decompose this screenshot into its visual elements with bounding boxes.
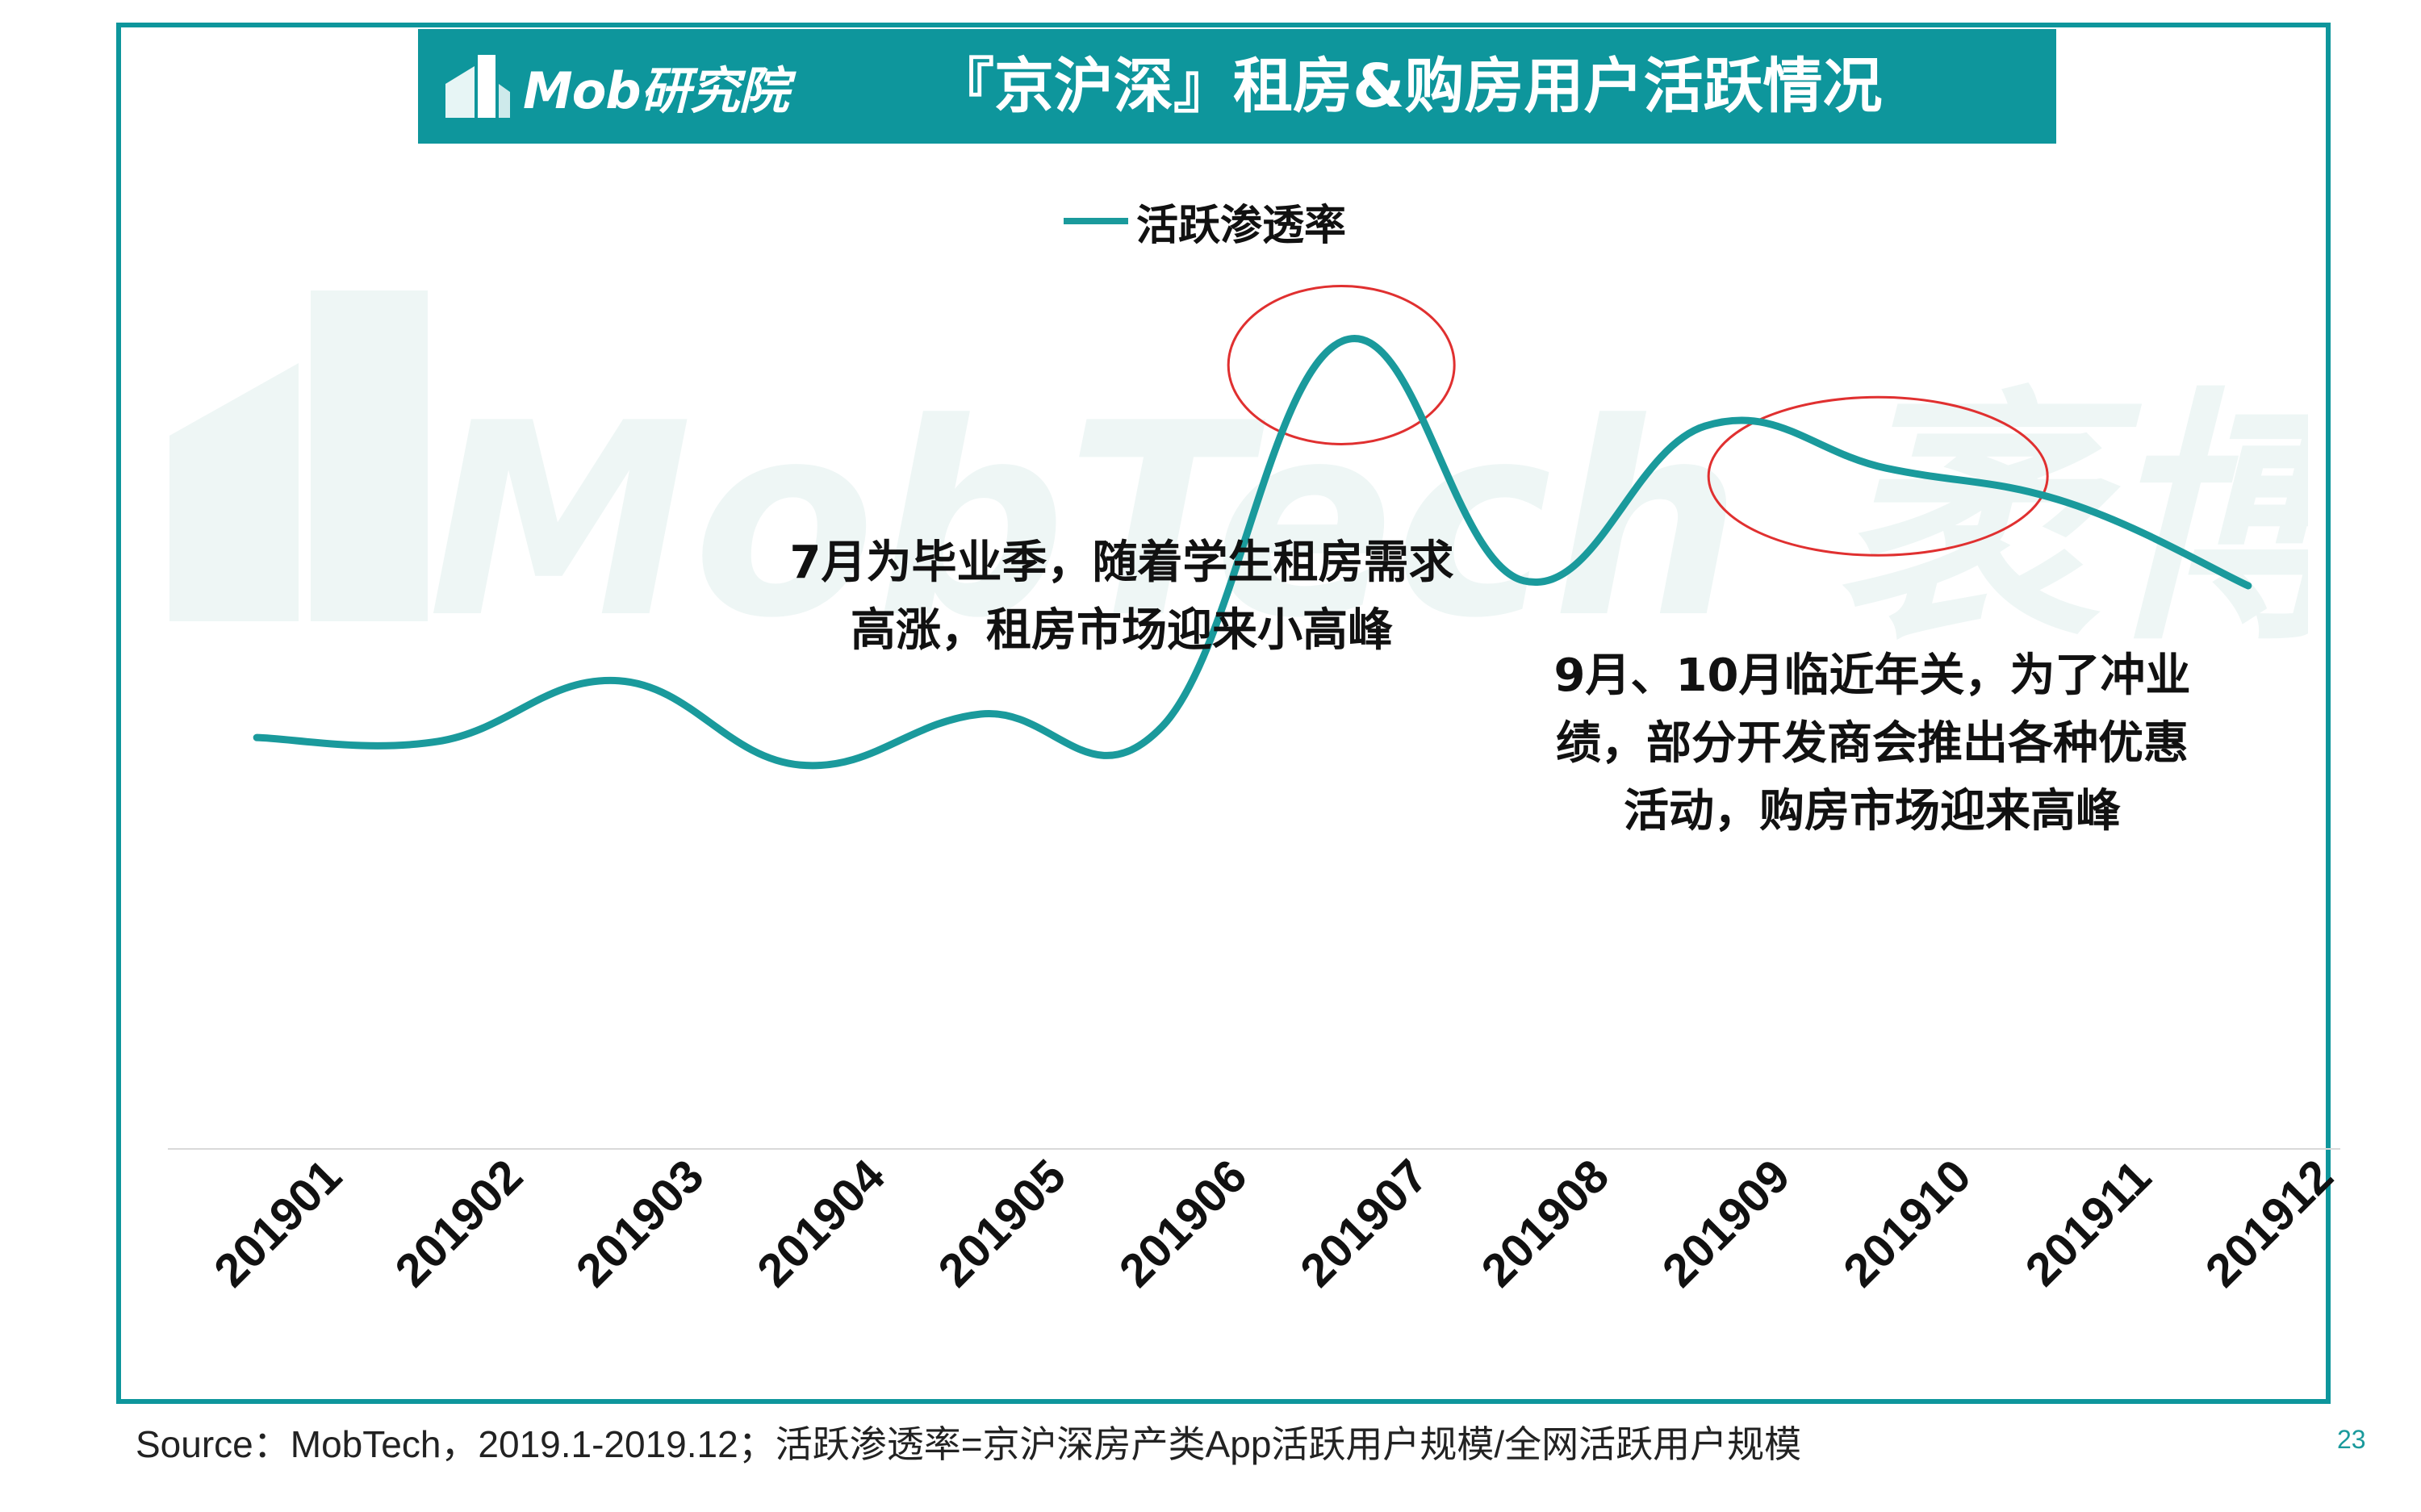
x-tick-label-201907: 201907 — [1290, 1150, 1438, 1297]
annotation-sep-oct-line-1: 9月、10月临近年关，为了冲业 — [1553, 649, 2191, 702]
annotation-july-line-1: 7月为毕业季，随着学生租房需求 — [789, 537, 1454, 589]
chart-legend: 活跃渗透率 — [1064, 197, 1346, 250]
series-line — [253, 335, 2252, 770]
x-tick-label-201912: 201912 — [2196, 1150, 2344, 1297]
building-icon — [445, 55, 510, 118]
highlight-circle-sep-nov — [1707, 395, 2049, 557]
annotation-july-line-2: 高涨，租房市场迎来小高峰 — [851, 604, 1393, 657]
source-note: Source：MobTech，2019.1-2019.12；活跃渗透率=京沪深房… — [136, 1423, 1802, 1465]
legend-swatch — [1064, 218, 1128, 224]
x-tick-label-201909: 201909 — [1653, 1150, 1800, 1297]
title-banner: Mob研究院 『京沪深』租房&购房用户活跃情况 — [418, 29, 2056, 144]
page-number: 23 — [2337, 1425, 2366, 1454]
x-tick-label-201904: 201904 — [747, 1150, 895, 1297]
logo-text: Mob研究院 — [523, 61, 789, 120]
legend-label: 活跃渗透率 — [1136, 201, 1347, 250]
annotation-sep-oct: 9月、10月临近年关，为了冲业 绩，部分开发商会推出各种优惠 活动，购房市场迎来… — [1525, 642, 2219, 846]
x-tick-label-201903: 201903 — [567, 1150, 714, 1297]
x-tick-label-201905: 201905 — [928, 1150, 1076, 1297]
highlight-circle-july — [1227, 284, 1456, 445]
x-tick-label-201906: 201906 — [1110, 1150, 1257, 1297]
x-tick-label-201908: 201908 — [1471, 1150, 1619, 1297]
watermark: MobTech 袤博 — [169, 290, 2308, 670]
chart-frame — [116, 23, 2331, 1404]
x-tick-label-201911: 201911 — [2015, 1151, 2161, 1297]
brand-logo: Mob研究院 — [442, 44, 789, 129]
annotation-sep-oct-line-2: 绩，部分开发商会推出各种优惠 — [1556, 717, 2189, 770]
x-tick-label-201910: 201910 — [1834, 1150, 1981, 1297]
x-tick-label-201902: 201902 — [385, 1150, 533, 1297]
x-tick-label-201901: 201901 — [204, 1150, 352, 1297]
page-title: 『京沪深』租房&购房用户活跃情况 — [935, 52, 1883, 121]
watermark-text: MobTech 袤博 — [428, 366, 2308, 670]
annotation-sep-oct-line-3: 活动，购房市场迎来高峰 — [1624, 785, 2121, 837]
annotation-july: 7月为毕业季，随着学生租房需求 高涨，租房市场迎来小高峰 — [775, 529, 1469, 665]
